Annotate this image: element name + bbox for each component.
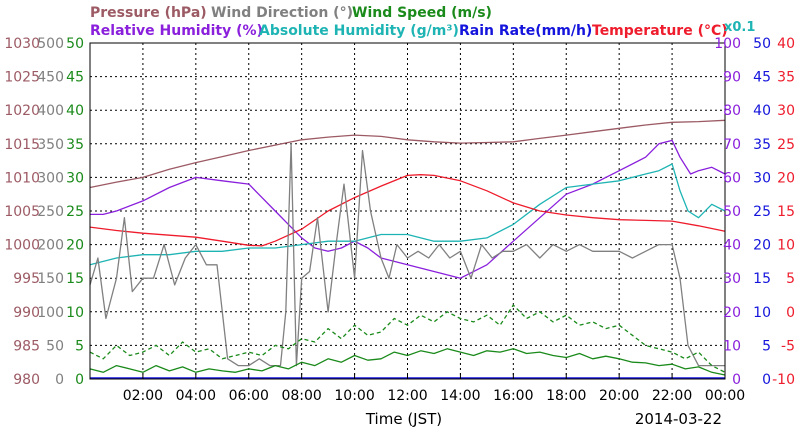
x-tick-label: 00:00 bbox=[705, 388, 745, 404]
x-tick-label: 02:00 bbox=[123, 388, 163, 404]
y-tick-label: 1020 bbox=[4, 103, 40, 119]
y-tick-label: 20 bbox=[66, 238, 84, 254]
y-tick-label: 40 bbox=[777, 36, 795, 52]
series-line-wind-direction bbox=[89, 143, 725, 367]
y-tick-label: 20 bbox=[753, 238, 771, 254]
legend-row-2: Relative Humidity (%) Absolute Humidity … bbox=[90, 23, 728, 39]
y-tick-label: 995 bbox=[13, 271, 40, 287]
y-tick-label: 10 bbox=[723, 338, 741, 354]
y-tick-label: 90 bbox=[723, 70, 741, 86]
y-tick-label: 100 bbox=[37, 305, 64, 321]
y-tick-label: 0 bbox=[732, 372, 741, 388]
grid-lines bbox=[90, 43, 725, 379]
y-tick-label: 0 bbox=[55, 372, 64, 388]
y-tick-label: 30 bbox=[753, 170, 771, 186]
y-tick-label: 30 bbox=[777, 103, 795, 119]
y-tick-label: 40 bbox=[66, 103, 84, 119]
y-tick-label: 45 bbox=[66, 70, 84, 86]
y-tick-label: 25 bbox=[777, 137, 795, 153]
y-tick-label: 1000 bbox=[4, 238, 40, 254]
y-tick-label: 1015 bbox=[4, 137, 40, 153]
y-tick-label: 0 bbox=[786, 305, 795, 321]
legend-row-1: Pressure (hPa) Wind Direction (°) Wind S… bbox=[90, 5, 492, 21]
series-line-wind-speed-gust-m-s bbox=[89, 304, 726, 373]
y-tick-label: 45 bbox=[753, 70, 771, 86]
legend-rain-rate: Rain Rate(mm/h) bbox=[459, 23, 592, 39]
x-tick-label: 12:00 bbox=[387, 388, 427, 404]
y-tick-label: 0 bbox=[75, 372, 84, 388]
y-tick-label: 990 bbox=[13, 305, 40, 321]
x-tick-label: 06:00 bbox=[229, 388, 269, 404]
x-tick-label: 16:00 bbox=[493, 388, 533, 404]
y-tick-label: 25 bbox=[753, 204, 771, 220]
y-tick-label: 1025 bbox=[4, 70, 40, 86]
legend-relative-humidity: Relative Humidity (%) bbox=[90, 23, 263, 39]
y-tick-label: 400 bbox=[37, 103, 64, 119]
x-tick-label: 18:00 bbox=[546, 388, 586, 404]
y-tick-label: 50 bbox=[66, 36, 84, 52]
series-line-wind-speed-m-s bbox=[89, 348, 726, 376]
y-tick-label: 60 bbox=[723, 170, 741, 186]
x-tick-label: 10:00 bbox=[334, 388, 374, 404]
y-tick-label: 50 bbox=[723, 204, 741, 220]
y-tick-label: 50 bbox=[753, 36, 771, 52]
legend-wind-speed: Wind Speed (m/s) bbox=[352, 5, 492, 21]
series-line-temperature-c bbox=[89, 174, 726, 247]
y-tick-label: 5 bbox=[786, 271, 795, 287]
legend-absolute-humidity: Absolute Humidity (g/m³) bbox=[259, 23, 459, 39]
y-tick-label: 30 bbox=[723, 271, 741, 287]
y-tick-label: 40 bbox=[753, 103, 771, 119]
x-tick-label: 08:00 bbox=[281, 388, 321, 404]
x-tick-label: 20:00 bbox=[599, 388, 639, 404]
legend-temperature: Temperature (°C) bbox=[592, 23, 728, 39]
y-tick-label: 10 bbox=[753, 305, 771, 321]
x-tick-label: 04:00 bbox=[176, 388, 216, 404]
axis-labels: 9809859909951000100510101015102010251030… bbox=[4, 36, 795, 404]
x-tick-label: 22:00 bbox=[652, 388, 692, 404]
y-tick-label: 25 bbox=[66, 204, 84, 220]
y-tick-label: 35 bbox=[66, 137, 84, 153]
y-tick-label: 70 bbox=[723, 137, 741, 153]
y-tick-label: 350 bbox=[37, 137, 64, 153]
y-tick-label: 5 bbox=[762, 338, 771, 354]
y-tick-label: 40 bbox=[723, 238, 741, 254]
abs-humidity-factor-label: x0.1 bbox=[724, 20, 755, 35]
chart-date: 2014-03-22 bbox=[635, 410, 722, 428]
y-tick-label: 10 bbox=[66, 305, 84, 321]
y-tick-label: 15 bbox=[753, 271, 771, 287]
y-tick-label: 1030 bbox=[4, 36, 40, 52]
y-tick-label: 35 bbox=[777, 70, 795, 86]
y-tick-label: 985 bbox=[13, 338, 40, 354]
y-tick-label: 15 bbox=[66, 271, 84, 287]
y-tick-label: 200 bbox=[37, 238, 64, 254]
y-tick-label: 1010 bbox=[4, 170, 40, 186]
series-line-absolute-humidity-g-m-x bbox=[89, 163, 726, 266]
y-tick-label: 0 bbox=[762, 372, 771, 388]
legend-wind-direction: Wind Direction (°) bbox=[211, 5, 353, 21]
y-tick-label: 500 bbox=[37, 36, 64, 52]
y-tick-label: 450 bbox=[37, 70, 64, 86]
y-tick-label: 150 bbox=[37, 271, 64, 287]
y-tick-label: 80 bbox=[723, 103, 741, 119]
y-tick-label: 50 bbox=[46, 338, 64, 354]
legend-pressure: Pressure (hPa) bbox=[90, 5, 207, 21]
y-tick-label: -5 bbox=[781, 338, 795, 354]
y-tick-label: 980 bbox=[13, 372, 40, 388]
y-tick-label: 100 bbox=[714, 36, 741, 52]
y-tick-label: 15 bbox=[777, 204, 795, 220]
y-tick-label: 10 bbox=[777, 238, 795, 254]
y-tick-label: 20 bbox=[723, 305, 741, 321]
x-axis-title: Time (JST) bbox=[365, 410, 442, 428]
y-tick-label: 20 bbox=[777, 170, 795, 186]
y-tick-label: 5 bbox=[75, 338, 84, 354]
y-tick-label: 35 bbox=[753, 137, 771, 153]
y-tick-label: 1005 bbox=[4, 204, 40, 220]
y-tick-label: 250 bbox=[37, 204, 64, 220]
x-tick-label: 14:00 bbox=[440, 388, 480, 404]
y-tick-label: -10 bbox=[772, 372, 795, 388]
y-tick-label: 30 bbox=[66, 170, 84, 186]
series-line-pressure-hpa bbox=[89, 119, 726, 189]
y-tick-label: 300 bbox=[37, 170, 64, 186]
